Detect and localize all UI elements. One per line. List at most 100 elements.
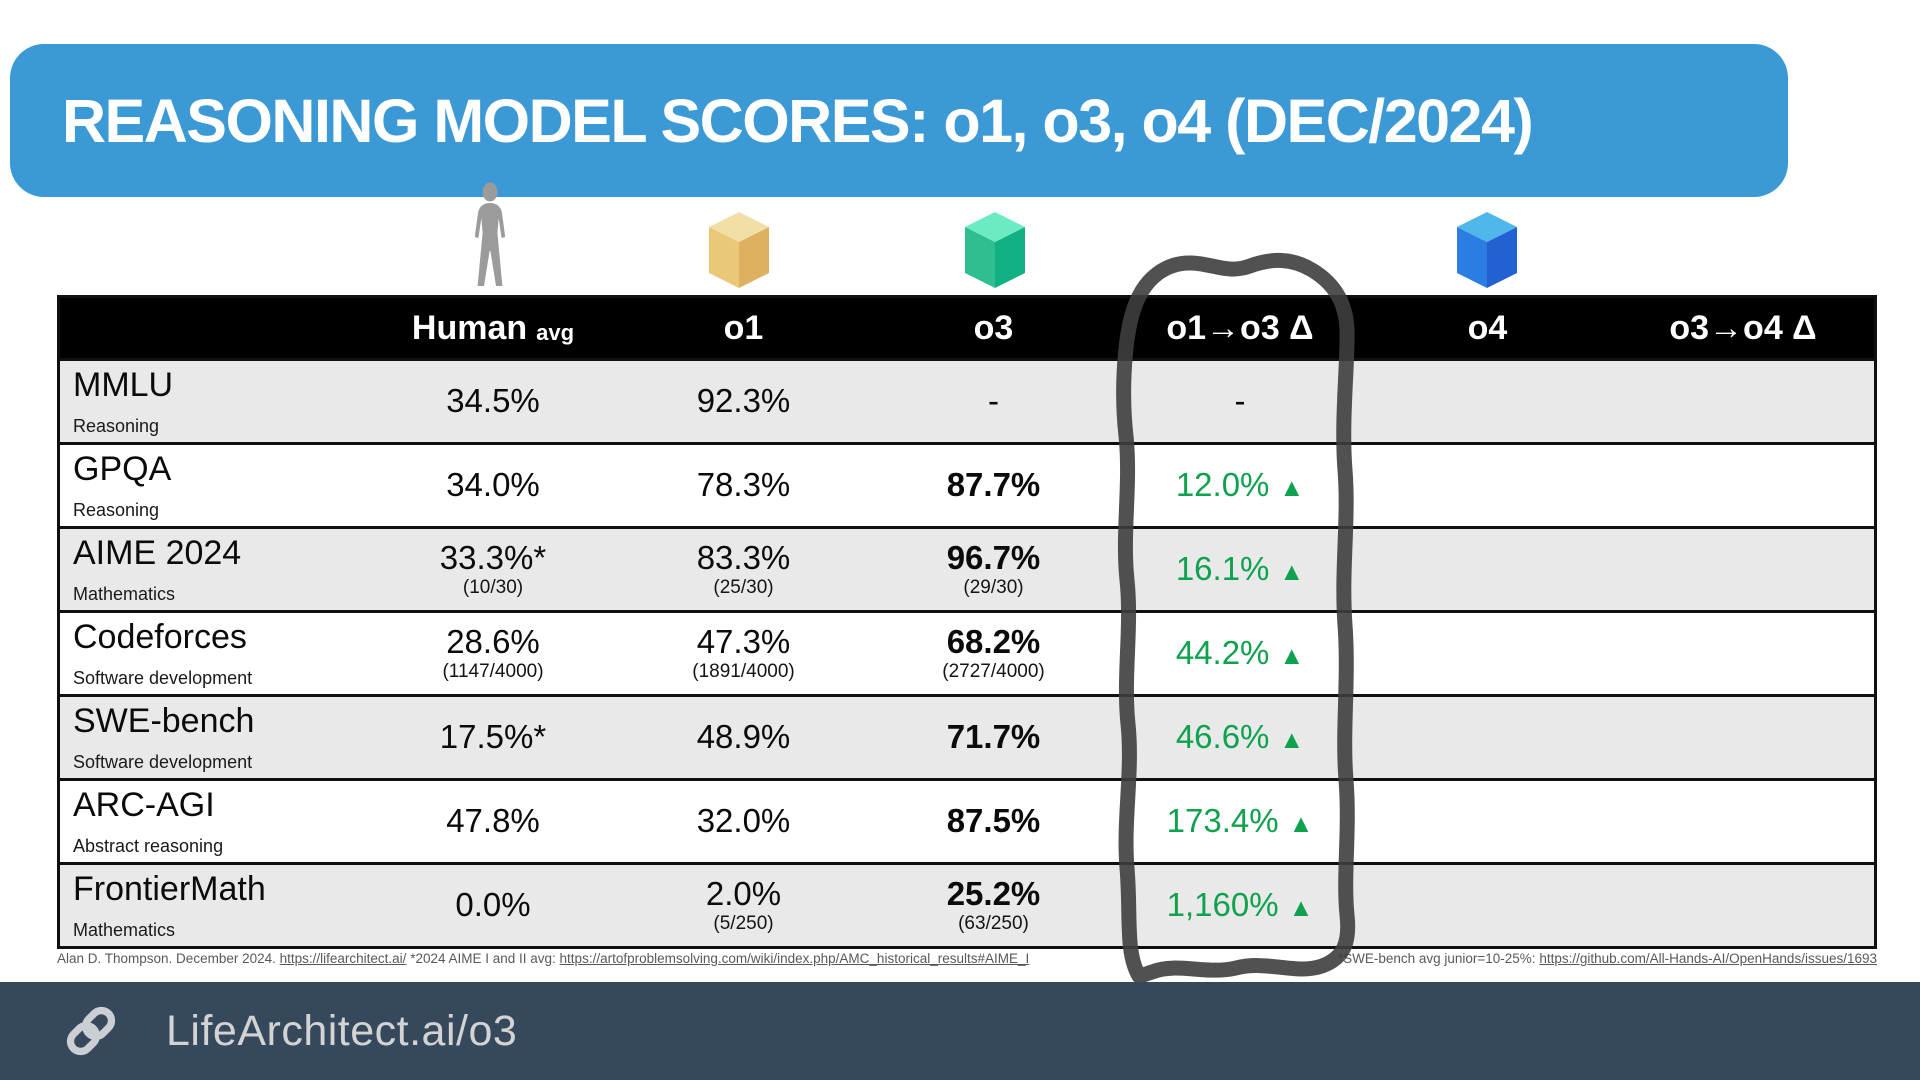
- score-value: 34.5%: [446, 382, 540, 420]
- footnote-link[interactable]: https://github.com/All-Hands-AI/OpenHand…: [1539, 951, 1877, 966]
- score-cell: [1612, 865, 1874, 946]
- footnote-left: Alan D. Thompson. December 2024. https:/…: [57, 951, 1029, 966]
- delta-up-arrow: ▲: [1279, 474, 1305, 503]
- footnote-link[interactable]: https://artofproblemsolving.com/wiki/ind…: [559, 951, 1030, 966]
- score-cell: [1612, 697, 1874, 778]
- footnote-text: *SWE-bench avg junior=10-25%:: [1337, 951, 1540, 966]
- benchmark-name: ARC-AGI: [73, 786, 215, 824]
- delta-cell: 12.0% ▲: [1117, 445, 1363, 526]
- score-cell: -: [870, 361, 1117, 442]
- delta-up-arrow: ▲: [1279, 642, 1305, 671]
- table-row: AIME 2024 Mathematics 33.3%* (10/30) 83.3% (2…: [60, 526, 1874, 610]
- score-cell: [1612, 781, 1874, 862]
- table-row: SWE-bench Software development 17.5%* 48.9%…: [60, 694, 1874, 778]
- delta-cell: 173.4% ▲: [1117, 781, 1363, 862]
- score-value: 25.2%: [946, 874, 1041, 912]
- score-value: 68.2%: [946, 622, 1041, 660]
- score-cell: 48.9%: [617, 697, 870, 778]
- score-cell: 2.0% (5/250): [617, 865, 870, 946]
- score-cell: [1363, 361, 1612, 442]
- delta-up-arrow: ▲: [1288, 810, 1314, 839]
- score-cell: [1612, 361, 1874, 442]
- column-header-o3: o3: [870, 298, 1117, 358]
- score-value: 71.7%: [946, 718, 1041, 756]
- score-cell: 83.3% (25/30): [617, 529, 870, 610]
- delta-cell: 1,160% ▲: [1117, 865, 1363, 946]
- footnote-text: Alan D. Thompson. December 2024.: [57, 951, 280, 966]
- benchmark-cell: ARC-AGI Abstract reasoning: [60, 781, 369, 862]
- benchmark-category: Reasoning: [73, 416, 160, 437]
- benchmark-name: AIME 2024: [73, 534, 242, 572]
- table-row: FrontierMath Mathematics 0.0% 2.0% (5/250) 25…: [60, 862, 1874, 946]
- score-cell: 87.5%: [870, 781, 1117, 862]
- benchmark-cell: FrontierMath Mathematics: [60, 865, 369, 946]
- score-value: 87.5%: [946, 802, 1041, 840]
- table-body: MMLU Reasoning 34.5% 92.3% - - GPQA Reasoning 34…: [60, 358, 1874, 946]
- score-fraction: (1147/4000): [442, 661, 544, 683]
- benchmark-name: SWE-bench: [73, 702, 255, 740]
- table-row: ARC-AGI Abstract reasoning 47.8% 32.0% 87.5%…: [60, 778, 1874, 862]
- score-cell: [1612, 613, 1874, 694]
- delta-up-arrow: ▲: [1288, 894, 1314, 923]
- column-header-o4: o4: [1363, 298, 1612, 358]
- footnote-right: *SWE-bench avg junior=10-25%: https://gi…: [1338, 951, 1877, 966]
- benchmark-category: Software development: [73, 752, 253, 773]
- column-header-label: Human: [411, 308, 528, 347]
- column-header-o1: o1: [617, 298, 870, 358]
- footer-link[interactable]: LifeArchitect.ai/o3: [166, 1006, 518, 1055]
- score-cell: [1363, 529, 1612, 610]
- benchmark-category: Reasoning: [73, 500, 160, 521]
- score-cell: 33.3%* (10/30): [369, 529, 617, 610]
- score-value: 87.7%: [946, 466, 1041, 504]
- score-cell: 17.5%*: [369, 697, 617, 778]
- title-banner: REASONING MODEL SCORES: o1, o3, o4 (DEC/…: [10, 44, 1788, 197]
- column-header-human: Human avg: [369, 298, 617, 358]
- delta-cell: 16.1% ▲: [1117, 529, 1363, 610]
- column-header-label: o3→o4 Δ: [1669, 308, 1817, 347]
- column-header-small-label: avg: [536, 320, 575, 345]
- score-cell: 47.8%: [369, 781, 617, 862]
- score-value: 12.0% ▲: [1175, 466, 1305, 504]
- benchmark-cell: AIME 2024 Mathematics: [60, 529, 369, 610]
- benchmark-cell: SWE-bench Software development: [60, 697, 369, 778]
- score-value: 28.6%: [446, 622, 540, 660]
- benchmark-name: MMLU: [73, 366, 174, 404]
- link-icon: [66, 1006, 116, 1056]
- score-cell: 87.7%: [870, 445, 1117, 526]
- score-value: 0.0%: [455, 886, 531, 924]
- footnote-text: *2024 AIME I and II avg:: [406, 951, 560, 966]
- score-fraction: (5/250): [713, 913, 774, 935]
- delta-cell: -: [1117, 361, 1363, 442]
- score-value: 1,160% ▲: [1166, 886, 1314, 924]
- score-value: 16.1% ▲: [1175, 550, 1305, 588]
- human-figure-icon: [474, 182, 506, 286]
- delta-cell: 44.2% ▲: [1117, 613, 1363, 694]
- score-value: 96.7%: [946, 538, 1041, 576]
- score-cell: 32.0%: [617, 781, 870, 862]
- score-fraction: (25/30): [713, 577, 774, 599]
- benchmark-name: Codeforces: [73, 618, 247, 656]
- column-header-o3-o4-: o3→o4 Δ: [1612, 298, 1874, 358]
- benchmark-cell: MMLU Reasoning: [60, 361, 369, 442]
- score-cell: 28.6% (1147/4000): [369, 613, 617, 694]
- score-cell: 0.0%: [369, 865, 617, 946]
- table-header-row: Human avg o1 o3 o1→o3 Δ o4 o3→o4 Δ: [60, 298, 1874, 358]
- page-title: REASONING MODEL SCORES: o1, o3, o4 (DEC/…: [62, 86, 1534, 155]
- delta-up-arrow: ▲: [1279, 726, 1305, 755]
- score-fraction: (2727/4000): [942, 661, 1045, 683]
- score-cell: [1363, 781, 1612, 862]
- score-cell: 25.2% (63/250): [870, 865, 1117, 946]
- table-row: Codeforces Software development 28.6% (1147…: [60, 610, 1874, 694]
- benchmark-cell: Codeforces Software development: [60, 613, 369, 694]
- score-fraction: (10/30): [462, 577, 524, 599]
- score-cell: 47.3% (1891/4000): [617, 613, 870, 694]
- score-value: 48.9%: [696, 718, 791, 756]
- benchmark-cell: GPQA Reasoning: [60, 445, 369, 526]
- score-value: -: [988, 382, 999, 420]
- benchmark-category: Mathematics: [73, 584, 176, 605]
- benchmark-name: GPQA: [73, 450, 172, 488]
- benchmark-category: Mathematics: [73, 920, 176, 941]
- footnote-link[interactable]: https://lifearchitect.ai/: [279, 951, 407, 966]
- column-header-label: o4: [1467, 308, 1508, 347]
- score-cell: 71.7%: [870, 697, 1117, 778]
